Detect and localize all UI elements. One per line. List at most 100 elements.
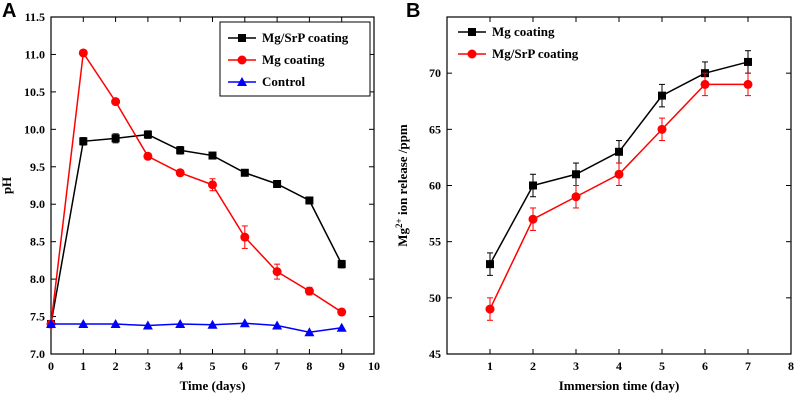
a-y-tick-label: 7.0 [30,347,45,361]
b-data-point [744,57,752,66]
b-legend-marker [467,49,477,59]
b-y-axis-label: Mg2+ ion release /ppm [394,124,410,247]
a-data-point [110,319,121,329]
b-y-axis-label-sup: 2+ [394,218,404,228]
a-data-point [78,48,88,58]
b-series-1 [485,72,753,321]
a-data-point [111,134,120,143]
a-data-point [208,180,217,190]
a-series-1 [46,48,347,329]
a-y-tick-label: 10.0 [24,122,45,136]
a-series-line [51,322,342,334]
a-legend-marker [237,55,247,65]
b-y-tick-label: 70 [429,66,441,80]
a-data-point [78,319,89,329]
a-data-point [337,307,347,317]
a-y-tick-label: 11.5 [25,10,45,24]
panel-label-b: B [406,0,421,22]
a-y-tick-label: 10.5 [24,85,45,99]
b-data-point [614,169,624,179]
a-x-axis-label: Time (days) [180,378,246,393]
b-data-point [657,124,667,134]
b-legend-label: Mg/SrP coating [492,46,579,61]
a-data-point [336,322,347,332]
b-data-point [615,147,623,156]
b-data-point [486,260,494,269]
b-data-point [528,214,538,224]
a-data-point [304,286,314,296]
a-y-tick-label: 8.5 [30,235,45,249]
b-data-point [485,304,495,314]
a-data-point [175,319,186,329]
b-y-tick-label: 60 [429,179,441,193]
b-y-tick-label: 55 [429,235,441,249]
a-x-tick-label: 7 [274,359,280,373]
a-data-point [337,260,346,269]
a-x-tick-label: 0 [48,359,54,373]
b-x-tick-label: 2 [530,359,536,373]
b-data-point [572,170,580,179]
a-x-tick-label: 5 [210,359,216,373]
a-data-point [143,151,153,161]
b-x-tick-label: 1 [487,359,493,373]
b-y-tick-label: 65 [429,122,441,136]
a-data-point [207,319,218,329]
b-x-tick-label: 6 [702,359,708,373]
a-data-point [273,180,282,189]
a-legend: Mg/SrP coating Mg coating Control [219,21,371,97]
b-series-line [489,83,748,310]
a-y-tick-label: 11.0 [25,47,45,61]
a-data-point [79,137,88,146]
b-data-point [571,192,581,202]
b-legend: Mg coating Mg/SrP coating [458,24,579,61]
a-legend-marker [237,77,247,86]
a-x-tick-label: 9 [339,359,345,373]
panel-label-a: A [2,0,17,22]
b-data-point [658,91,666,100]
a-legend-label: Control [262,74,305,89]
a-x-tick-label: 10 [368,359,380,373]
a-data-point [305,196,314,205]
b-x-tick-label: 4 [616,359,622,373]
b-data-point [700,79,710,89]
a-data-point [272,320,283,330]
b-x-tick-label: 8 [788,359,794,373]
b-x-tick-label: 5 [659,359,665,373]
a-series-line [50,50,343,325]
a-data-point [240,232,250,242]
a-series-0 [47,130,346,329]
a-series-2 [46,318,347,337]
a-y-tick-label: 9.5 [30,160,45,174]
a-y-tick-label: 7.5 [30,310,45,324]
a-data-point [111,97,121,107]
a-data-point [240,168,249,177]
a-x-tick-label: 8 [306,359,312,373]
a-data-point [143,130,152,139]
a-x-tick-label: 4 [177,359,183,373]
a-x-tick-label: 3 [145,359,151,373]
a-data-point [176,146,185,155]
a-legend-label: Mg coating [262,52,325,67]
b-x-axis-label: Immersion time (day) [559,378,680,393]
a-data-point [208,151,217,160]
b-legend-marker [468,28,476,36]
b-legend-label: Mg coating [492,24,555,39]
b-x-tick-label: 3 [573,359,579,373]
b-y-tick-label: 45 [429,347,441,361]
a-data-point [175,168,185,178]
b-data-point [743,79,753,89]
b-x-tick-label: 7 [745,359,751,373]
a-legend-marker [238,34,246,42]
a-x-tick-label: 2 [113,359,119,373]
a-y-axis-label: pH [0,177,14,194]
a-data-point [304,327,315,337]
a-series-line [50,133,343,325]
b-y-axis-label-base: Mg [395,227,410,246]
a-data-point [272,267,282,277]
a-data-point [239,318,250,328]
a-y-tick-label: 9.0 [30,197,45,211]
a-x-tick-label: 6 [242,359,248,373]
a-data-point [46,319,56,329]
